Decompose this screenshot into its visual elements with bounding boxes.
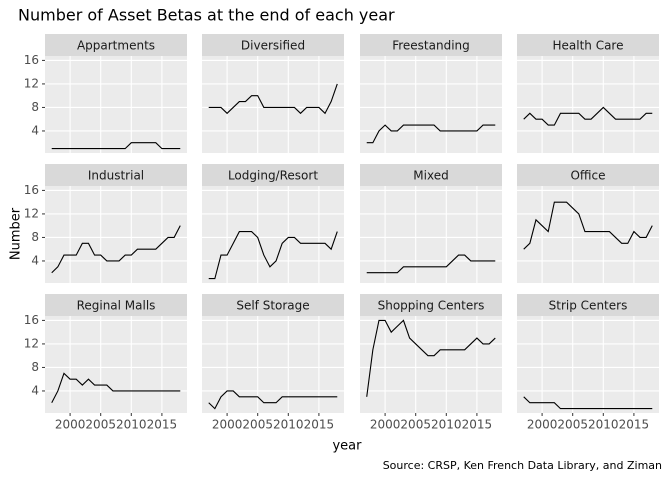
x-tick-label: 2005 xyxy=(85,418,116,432)
data-line xyxy=(366,319,496,397)
x-tick-label: 2010 xyxy=(273,418,304,432)
x-tick-label: 2015 xyxy=(619,418,650,432)
panel-background xyxy=(202,316,344,413)
caption: Source: CRSP, Ken French Data Library, a… xyxy=(383,459,662,472)
y-tick-label: 12 xyxy=(24,206,39,220)
x-tick-label: 2015 xyxy=(304,418,335,432)
x-tick-label: 2000 xyxy=(212,418,243,432)
x-tick-label: 2010 xyxy=(431,418,462,432)
y-tick-label: 8 xyxy=(31,100,39,114)
data-line xyxy=(366,254,496,274)
strip-label: Industrial xyxy=(88,169,144,183)
chart-title: Number of Asset Betas at the end of each… xyxy=(18,6,395,25)
strip-label: Freestanding xyxy=(392,39,470,53)
strip-background xyxy=(360,34,502,56)
x-tick-label: 2015 xyxy=(147,418,178,432)
strip-label: Reginal Malls xyxy=(77,299,156,313)
x-tick-label: 2005 xyxy=(242,418,273,432)
strip-label: Mixed xyxy=(413,169,448,183)
data-line xyxy=(208,231,338,280)
x-axis-label: year xyxy=(332,439,362,454)
strip-label: Diversified xyxy=(241,39,305,53)
y-tick-label: 12 xyxy=(24,76,39,90)
x-tick-label: 2000 xyxy=(527,418,558,432)
y-tick-label: 4 xyxy=(31,123,39,137)
data-line xyxy=(366,124,496,144)
y-tick-label: 8 xyxy=(31,230,39,244)
data-line xyxy=(51,372,181,403)
y-tick-label: 4 xyxy=(31,253,39,267)
data-line xyxy=(523,106,653,126)
strip-background xyxy=(45,294,187,316)
y-tick-label: 4 xyxy=(31,383,39,397)
panel-background xyxy=(517,316,659,413)
strip-background xyxy=(45,164,187,186)
strip-background xyxy=(360,164,502,186)
strip-background xyxy=(45,34,187,56)
panel-background xyxy=(360,186,502,283)
strip-label: Strip Centers xyxy=(549,299,628,313)
panel-background xyxy=(202,56,344,153)
strip-label: Lodging/Resort xyxy=(228,169,318,183)
strip-background xyxy=(517,294,659,316)
y-tick-label: 16 xyxy=(24,53,39,67)
x-tick-label: 2005 xyxy=(400,418,431,432)
x-tick-label: 2010 xyxy=(588,418,619,432)
strip-label: Self Storage xyxy=(236,299,309,313)
y-tick-label: 16 xyxy=(24,313,39,327)
data-line xyxy=(208,390,338,410)
strip-background xyxy=(202,294,344,316)
panel-background xyxy=(517,186,659,283)
x-tick-label: 2015 xyxy=(462,418,493,432)
strip-background xyxy=(202,164,344,186)
x-tick-label: 2005 xyxy=(557,418,588,432)
strip-background xyxy=(202,34,344,56)
panel-background xyxy=(517,56,659,153)
y-axis-label: Number xyxy=(9,207,24,260)
y-tick-label: 8 xyxy=(31,360,39,374)
data-line xyxy=(51,225,181,274)
panel-background xyxy=(360,316,502,413)
data-line xyxy=(208,83,338,115)
panel-background xyxy=(45,56,187,153)
data-line xyxy=(523,396,653,410)
panel-background xyxy=(45,186,187,283)
strip-label: Appartments xyxy=(77,39,155,53)
x-tick-label: 2000 xyxy=(55,418,86,432)
y-tick-label: 16 xyxy=(24,183,39,197)
x-tick-label: 2000 xyxy=(370,418,401,432)
data-line xyxy=(523,201,653,250)
data-line xyxy=(51,142,181,150)
strip-label: Health Care xyxy=(552,39,623,53)
strip-background xyxy=(517,164,659,186)
panel-background xyxy=(202,186,344,283)
x-tick-label: 2010 xyxy=(116,418,147,432)
strip-label: Office xyxy=(570,169,605,183)
y-tick-label: 12 xyxy=(24,336,39,350)
panel-background xyxy=(45,316,187,413)
strip-background xyxy=(360,294,502,316)
strip-background xyxy=(517,34,659,56)
panel-background xyxy=(360,56,502,153)
strip-label: Shopping Centers xyxy=(378,299,485,313)
